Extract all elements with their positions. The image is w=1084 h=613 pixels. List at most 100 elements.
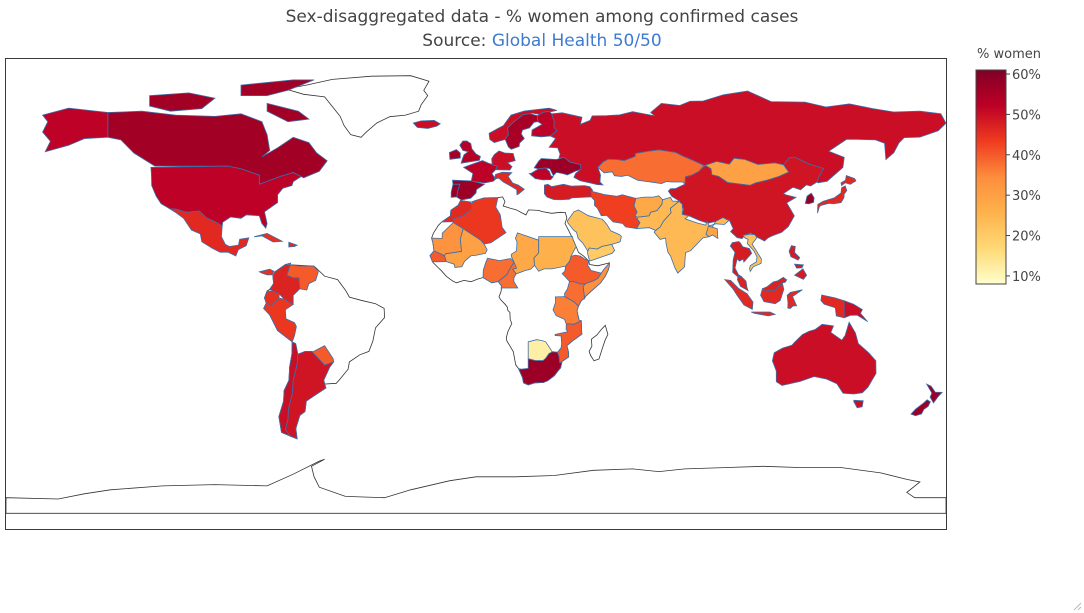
country-panama[interactable]: Panama: 45%	[258, 268, 275, 276]
colorbar-title: % women	[977, 47, 1041, 62]
country-sweden[interactable]: Sweden: 55%	[504, 113, 539, 150]
country-saudi-arabia[interactable]: Saudi Arabia: 22%	[566, 209, 622, 253]
colorbar-gradient	[975, 69, 1007, 285]
country-vietnam[interactable]: Vietnam: 22%	[742, 234, 762, 273]
country-shape	[258, 268, 275, 276]
country-cameroon[interactable]: Cameroon: 38%	[497, 261, 519, 289]
country-australia[interactable]: Australia: 50%	[771, 321, 877, 409]
country-shape	[412, 119, 441, 129]
country-shape	[285, 262, 319, 291]
greenland-outline	[285, 75, 430, 138]
country-dominican-republic[interactable]: Dominican Republic: 46%	[288, 241, 299, 248]
country-iceland[interactable]: Iceland: 50%	[412, 119, 441, 129]
country-shape	[582, 261, 610, 300]
country-new-zealand[interactable]: New Zealand: 57%	[910, 383, 943, 417]
country-ireland[interactable]: Ireland: 55%	[448, 149, 461, 160]
country-bangladesh[interactable]: Bangladesh: 29%	[705, 225, 719, 240]
chart-title: Sex-disaggregated data - % women among c…	[285, 7, 799, 27]
country-shape	[751, 311, 777, 317]
country-shape	[288, 241, 299, 248]
country-shape	[452, 197, 507, 245]
country-romania[interactable]: Romania: 52%	[528, 167, 554, 181]
country-china[interactable]: China: 49%	[667, 156, 825, 242]
world-map[interactable]: Canada: 56%United States: 52%Mexico: 46%…	[5, 58, 947, 530]
country-shape	[107, 110, 328, 185]
country-algeria[interactable]: Algeria: 44%	[452, 197, 507, 245]
country-italy[interactable]: Italy: 46%	[493, 171, 525, 196]
colorbar-tick-label: 20%	[1012, 230, 1041, 245]
colorbar-tick-label: 60%	[1012, 68, 1041, 83]
country-shape	[786, 289, 803, 309]
country-canada[interactable]: Canada: 56%	[107, 79, 328, 185]
country-shape	[488, 107, 558, 144]
country-mali[interactable]: Mali: 30%	[443, 228, 488, 268]
country-nigeria[interactable]: Nigeria: 38%	[482, 257, 515, 284]
country-shape	[587, 243, 616, 262]
country-shape	[793, 268, 808, 280]
country-somalia[interactable]: Somalia: 34%	[582, 261, 610, 300]
country-portugal[interactable]: Portugal: 58%	[450, 183, 461, 198]
source-link[interactable]: Global Health 50/50	[491, 31, 662, 51]
country-germany[interactable]: Germany: 50%	[491, 150, 516, 171]
country-senegal[interactable]: Senegal: 40%	[429, 250, 447, 263]
country-shape	[443, 228, 488, 268]
colorbar-tick-label: 30%	[1012, 189, 1041, 204]
country-shape	[771, 321, 877, 395]
country-japan[interactable]: Japan: 46%	[817, 174, 857, 214]
country-shape	[788, 245, 801, 261]
country-shape	[311, 345, 335, 366]
colorbar-tick-label: 40%	[1012, 149, 1041, 164]
country-shape	[459, 140, 481, 164]
country-shape	[497, 261, 519, 289]
country-united-states[interactable]: United States: 52%	[41, 107, 302, 230]
country-shape	[517, 351, 563, 386]
colorbar-tick-label: 10%	[1012, 270, 1041, 285]
country-shape	[548, 90, 946, 186]
country-peru[interactable]: Peru: 44%	[263, 297, 297, 343]
antarctica-outline	[6, 458, 946, 514]
country-shape	[843, 300, 869, 323]
country-venezuela[interactable]: Venezuela: 40%	[285, 262, 319, 291]
country-shape	[736, 276, 749, 292]
country-india[interactable]: India: 24%	[653, 200, 731, 274]
country-shape	[817, 185, 848, 214]
country-shape	[149, 92, 216, 112]
country-mexico[interactable]: Mexico: 46%	[168, 208, 250, 257]
source-label: Source:	[422, 31, 492, 51]
country-shape	[840, 174, 857, 187]
country-russia[interactable]: Russia: 50%	[548, 90, 946, 186]
country-shape	[482, 257, 515, 284]
country-south-korea[interactable]: South Korea: 58%	[804, 192, 815, 205]
country-shape	[544, 183, 593, 201]
country-paraguay[interactable]: Paraguay: 40%	[311, 345, 335, 366]
country-south-africa[interactable]: South Africa: 57%	[517, 351, 563, 386]
country-shape	[450, 183, 461, 198]
resize-grip-icon[interactable]	[1072, 601, 1082, 611]
country-philippines[interactable]: Philippines: 48%	[788, 245, 808, 280]
country-shape	[504, 113, 539, 150]
country-shape	[742, 234, 762, 273]
country-shape	[925, 383, 943, 404]
country-norway[interactable]: Norway: 50%	[488, 107, 558, 144]
country-shape	[760, 282, 785, 305]
country-shape	[910, 399, 931, 417]
country-shape	[820, 294, 845, 319]
country-indonesia[interactable]: Indonesia: 46%	[723, 279, 845, 319]
country-turkey[interactable]: Turkey: 48%	[544, 183, 593, 201]
country-shape	[729, 241, 753, 278]
colorbar-tick-label: 50%	[1012, 108, 1041, 123]
country-shape	[266, 102, 310, 123]
country-shape	[705, 225, 719, 240]
country-shape	[853, 399, 864, 409]
country-shape	[493, 171, 525, 196]
country-papua-new-guinea[interactable]: Papua New Guinea: 50%	[843, 300, 869, 323]
madagascar-outline	[588, 324, 609, 362]
country-shape	[448, 149, 461, 160]
country-thailand[interactable]: Thailand: 48%	[729, 241, 753, 278]
country-shape	[653, 200, 731, 274]
chart-subtitle: Source: Global Health 50/50	[0, 31, 1084, 51]
country-shape	[41, 107, 109, 153]
country-united-kingdom[interactable]: United Kingdom: 53%	[459, 140, 481, 164]
country-cuba[interactable]: Cuba: 45%	[253, 232, 284, 243]
country-yemen[interactable]: Yemen: 20%	[587, 243, 616, 262]
